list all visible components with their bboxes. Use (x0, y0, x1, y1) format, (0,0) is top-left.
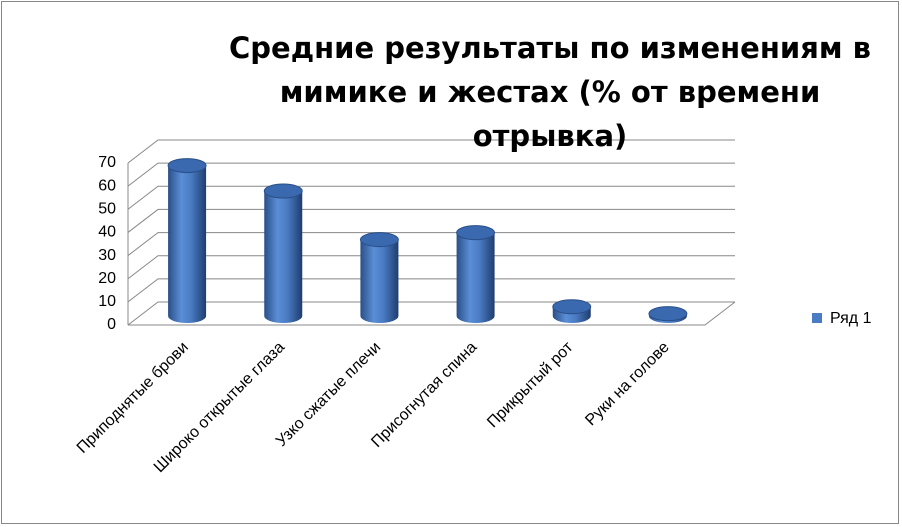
bar-top (456, 225, 496, 241)
bar-top (552, 299, 592, 315)
x-tick-label: Прикрытый рот (484, 338, 577, 431)
grid-line (127, 232, 735, 256)
x-tick-label: Приподнятые брови (74, 339, 192, 457)
y-tick-label: 20 (98, 270, 116, 287)
bar-top (648, 306, 688, 322)
floor (128, 301, 736, 326)
grid-line (127, 208, 735, 233)
grid-line (127, 139, 735, 164)
bar-top (263, 183, 303, 199)
bar-body (168, 165, 207, 324)
y-tick-label: 30 (98, 247, 116, 264)
x-tick-label: Руки на голове (582, 339, 673, 430)
bar-body (264, 191, 303, 324)
grid-line (127, 162, 735, 187)
y-tick-label: 60 (98, 177, 116, 194)
legend-swatch (812, 313, 822, 323)
bar-body (360, 239, 399, 324)
x-tick-label: Присогнутая спина (368, 339, 480, 451)
bar-top (359, 232, 399, 248)
grid-line (127, 278, 735, 303)
bar-body (456, 232, 495, 324)
x-tick-label: Узко сжатые плечи (273, 339, 384, 450)
y-tick-label: 0 (107, 316, 116, 333)
chart-title: Средние результаты по изменениям в мимик… (229, 31, 871, 153)
y-tick-label: 40 (98, 224, 116, 241)
bar-top (167, 158, 207, 174)
legend-label: Ряд 1 (830, 310, 872, 327)
y-tick-label: 70 (98, 154, 116, 171)
y-tick-label: 50 (98, 201, 116, 218)
grid-line (127, 301, 735, 326)
grid-line (127, 255, 735, 280)
y-tick-label: 10 (98, 293, 116, 310)
grid-line (127, 185, 735, 210)
